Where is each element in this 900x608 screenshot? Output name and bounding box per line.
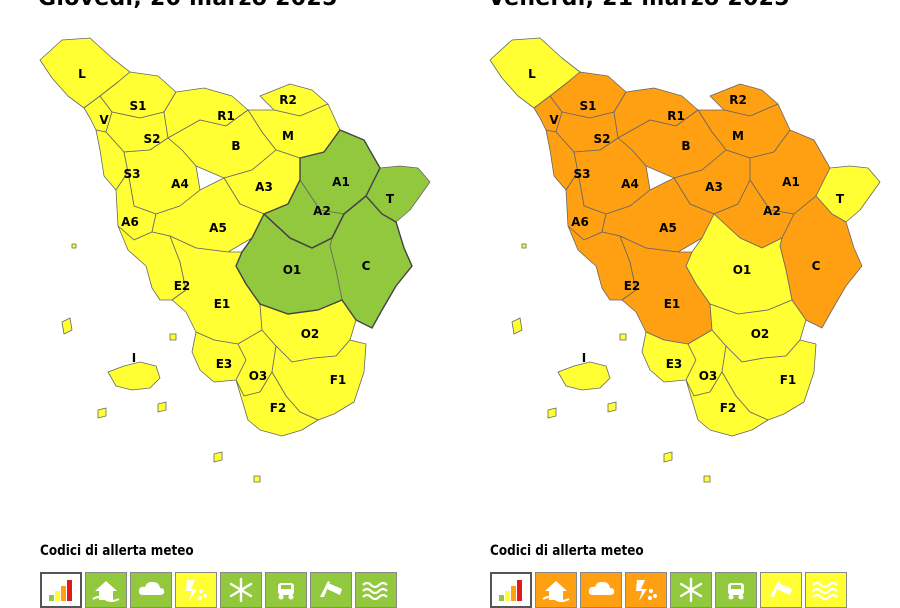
zone-label-c: C <box>362 259 371 273</box>
ice-car-icon <box>715 572 757 608</box>
zone-label-e3: E3 <box>666 357 683 371</box>
minor-island <box>169 333 177 341</box>
right-map-panel: Venerdì, 21 marzo 2025 L V S1 S2 S3 R1 R2 M B A4 A… <box>450 0 900 608</box>
zone-label-l: L <box>528 67 536 81</box>
zone-label-r2: R2 <box>279 93 297 107</box>
zone-label-a4: A4 <box>171 177 189 191</box>
minor-island <box>253 475 261 483</box>
zone-i <box>557 361 611 391</box>
zone-label-b: B <box>231 139 240 153</box>
zone-label-s2: S2 <box>144 132 161 146</box>
level-scale-icon <box>40 572 82 608</box>
zone-label-s3: S3 <box>124 167 141 181</box>
minor-island <box>703 475 711 483</box>
minor-island <box>213 451 223 463</box>
zone-label-a5: A5 <box>659 221 677 235</box>
snowflake-icon <box>220 572 262 608</box>
minor-island <box>61 317 73 335</box>
sea-waves-icon <box>805 572 847 608</box>
zone-i <box>107 361 161 391</box>
zone-label-l: L <box>78 67 86 81</box>
zone-label-f1: F1 <box>330 373 347 387</box>
zone-label-o3: O3 <box>699 369 718 383</box>
wind-icon <box>760 572 802 608</box>
zone-label-a6: A6 <box>121 215 139 229</box>
zone-label-a1: A1 <box>782 175 800 189</box>
legend-icons <box>490 572 847 608</box>
thunderstorm-icon <box>175 572 217 608</box>
zone-label-a3: A3 <box>255 180 273 194</box>
zone-label-v: V <box>99 113 109 127</box>
zone-label-a1: A1 <box>332 175 350 189</box>
zone-label-s2: S2 <box>594 132 611 146</box>
zone-label-e2: E2 <box>624 279 641 293</box>
tuscany-alert-map: L V S1 S2 S3 R1 R2 M B A4 A3 A1 T A6 A5 A2 C O1 E2 E1 E3 O3 O2… <box>489 37 881 483</box>
legend-title: Codici di allerta meteo <box>40 543 194 559</box>
minor-island <box>71 243 77 249</box>
zone-label-s3: S3 <box>574 167 591 181</box>
wind-icon <box>310 572 352 608</box>
zone-label-t: T <box>386 192 395 206</box>
zone-label-a5: A5 <box>209 221 227 235</box>
day-title: Giovedì, 20 marzo 2025 <box>38 0 338 11</box>
zone-label-m: M <box>282 129 294 143</box>
zone-label-a2: A2 <box>763 204 781 218</box>
zone-label-f2: F2 <box>270 401 287 415</box>
hydro-risk-icon <box>85 572 127 608</box>
zone-label-s1: S1 <box>580 99 597 113</box>
thunderstorm-icon <box>625 572 667 608</box>
zone-label-t: T <box>836 192 845 206</box>
level-scale-icon <box>490 572 532 608</box>
zone-label-o3: O3 <box>249 369 268 383</box>
legend-icons <box>40 572 397 608</box>
zone-f2 <box>685 371 769 437</box>
zone-label-i: I <box>582 351 586 365</box>
zone-label-o2: O2 <box>751 327 770 341</box>
rain-cloud-icon <box>580 572 622 608</box>
alert-area-border <box>235 195 413 329</box>
zone-label-c: C <box>812 259 821 273</box>
minor-island <box>547 407 557 419</box>
zone-label-r1: R1 <box>217 109 235 123</box>
zone-label-r1: R1 <box>667 109 685 123</box>
zone-label-o1: O1 <box>283 263 302 277</box>
snowflake-icon <box>670 572 712 608</box>
tuscany-alert-map: L V S1 S2 S3 R1 R2 M B A4 A3 A1 T A6 A5 A2 C O1 E2 E1 E3 O3 O2… <box>39 37 431 483</box>
zone-label-e1: E1 <box>214 297 231 311</box>
zone-f2 <box>235 371 319 437</box>
zone-label-m: M <box>732 129 744 143</box>
zone-label-s1: S1 <box>130 99 147 113</box>
zone-label-a4: A4 <box>621 177 639 191</box>
zone-label-a2: A2 <box>313 204 331 218</box>
zone-label-f2: F2 <box>720 401 737 415</box>
legend-title: Codici di allerta meteo <box>490 543 644 559</box>
day-title: Venerdì, 21 marzo 2025 <box>488 0 790 11</box>
zone-label-o1: O1 <box>733 263 752 277</box>
hydro-risk-icon <box>535 572 577 608</box>
minor-island <box>97 407 107 419</box>
rain-cloud-icon <box>130 572 172 608</box>
minor-island <box>157 401 167 413</box>
zone-label-o2: O2 <box>301 327 320 341</box>
zone-label-e1: E1 <box>664 297 681 311</box>
zone-label-b: B <box>681 139 690 153</box>
zone-label-a6: A6 <box>571 215 589 229</box>
minor-island <box>511 317 523 335</box>
minor-island <box>521 243 527 249</box>
zone-label-r2: R2 <box>729 93 747 107</box>
zone-label-e2: E2 <box>174 279 191 293</box>
zone-label-i: I <box>132 351 136 365</box>
sea-waves-icon <box>355 572 397 608</box>
zone-label-v: V <box>549 113 559 127</box>
ice-car-icon <box>265 572 307 608</box>
zone-label-e3: E3 <box>216 357 233 371</box>
minor-island <box>663 451 673 463</box>
minor-island <box>607 401 617 413</box>
zone-label-f1: F1 <box>780 373 797 387</box>
left-map-panel: Giovedì, 20 marzo 2025 L V S1 S2 S3 R1 R2 M B A4 A… <box>0 0 450 608</box>
zone-label-a3: A3 <box>705 180 723 194</box>
minor-island <box>619 333 627 341</box>
